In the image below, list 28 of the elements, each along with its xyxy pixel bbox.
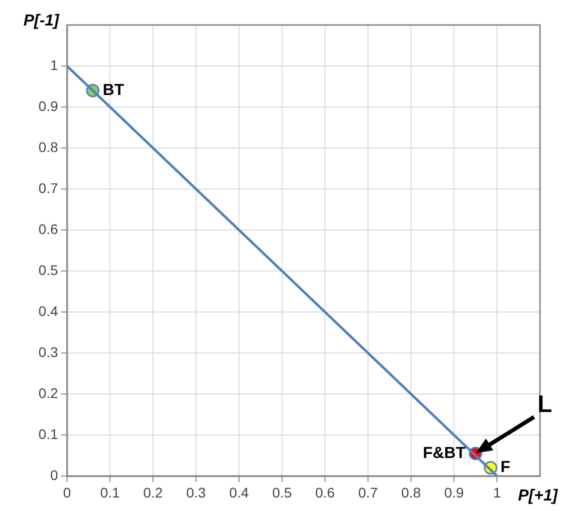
y-tick-label: 0.2 — [38, 384, 58, 401]
y-tick-label: 1 — [50, 56, 58, 73]
y-tick-label: 0.6 — [38, 220, 58, 237]
y-tick-label: 0.7 — [38, 180, 58, 196]
x-tick-label: 0.7 — [358, 484, 378, 500]
y-tick-label: 0.3 — [38, 344, 58, 360]
series-label: BT — [102, 82, 124, 100]
x-tick-label: 0.6 — [315, 484, 335, 500]
x-axis-title: P[+1] — [518, 487, 558, 504]
x-tick-label: 1 — [493, 484, 502, 500]
x-tick-label: 0.9 — [444, 484, 464, 500]
x-tick-label: 0.5 — [272, 484, 292, 500]
x-tick-label: 0.4 — [229, 484, 249, 500]
y-tick-label: 0.1 — [38, 426, 58, 442]
y-tick-label: 0.5 — [38, 262, 58, 278]
y-tick-label: 0.8 — [38, 138, 58, 155]
y-tick-label: 0.4 — [38, 302, 58, 319]
series-label: F&BT — [422, 444, 466, 462]
x-tick-label: 0.3 — [186, 484, 206, 500]
x-tick-label: 0.8 — [401, 484, 421, 500]
x-tick-label: 0 — [63, 484, 72, 500]
x-tick-label: 0.1 — [100, 484, 120, 500]
y-tick-label: 0.9 — [38, 98, 58, 114]
y-axis-title: P[-1] — [23, 12, 60, 30]
y-tick-label: 0 — [50, 466, 58, 483]
series-label: F — [500, 459, 511, 476]
annotation: L — [538, 391, 552, 420]
x-tick-label: 0.2 — [143, 484, 163, 500]
